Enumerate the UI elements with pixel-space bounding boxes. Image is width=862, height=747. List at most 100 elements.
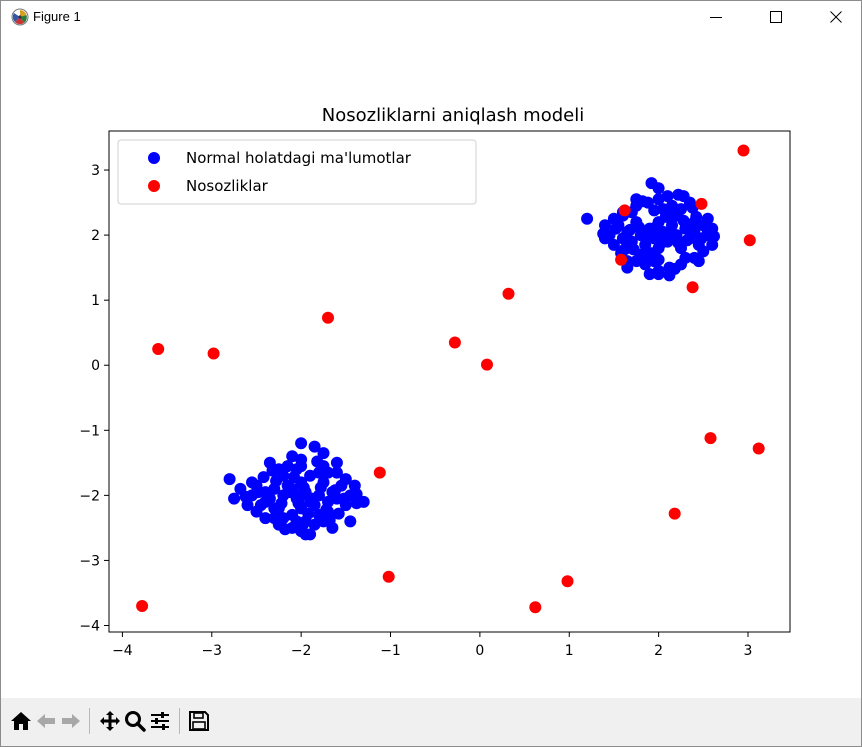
normal-point-139 <box>643 268 656 281</box>
anomaly-point-19 <box>615 253 628 266</box>
close-button[interactable] <box>813 1 859 33</box>
legend-label-normal: Normal holatdagi ma'lumotlar <box>186 149 412 167</box>
anomaly-point-12 <box>704 432 717 445</box>
normal-point-40 <box>330 466 343 479</box>
save-icon <box>189 711 209 731</box>
normal-point-182 <box>672 236 685 249</box>
normal-point-87 <box>275 497 288 510</box>
anomaly-point-14 <box>686 281 699 294</box>
forward-button[interactable] <box>59 708 83 734</box>
y-tick-label: −3 <box>79 553 100 569</box>
anomaly-point-2 <box>322 311 334 324</box>
normal-point-82 <box>286 521 299 534</box>
maximize-button[interactable] <box>753 1 799 33</box>
x-tick-label: 1 <box>565 643 574 659</box>
y-tick-label: −4 <box>79 618 100 634</box>
normal-point-47 <box>250 505 263 518</box>
x-tick-label: −4 <box>112 643 133 659</box>
normal-point-69 <box>277 512 290 525</box>
normal-point-150 <box>677 214 690 227</box>
y-tick-label: 1 <box>91 293 100 309</box>
normal-point-67 <box>295 437 308 450</box>
anomaly-point-6 <box>373 466 386 479</box>
normal-point-68 <box>299 528 312 541</box>
normal-point-63 <box>288 471 300 484</box>
normal-point-94 <box>330 456 343 469</box>
x-tick-label: 3 <box>744 643 753 659</box>
normal-point-84 <box>261 494 274 507</box>
normal-point-163 <box>692 255 705 268</box>
anomaly-point-18 <box>618 204 631 217</box>
home-icon <box>11 712 31 730</box>
normal-point-128 <box>675 203 687 216</box>
normal-point-52 <box>305 492 318 505</box>
anomaly-point-5 <box>502 287 515 300</box>
configure-subplots-button[interactable] <box>148 708 172 734</box>
y-tick-label: 0 <box>91 358 100 374</box>
normal-point-85 <box>295 489 308 502</box>
normal-point-168 <box>672 188 685 201</box>
normal-point-174 <box>652 253 665 266</box>
y-tick-label: 3 <box>91 163 100 179</box>
normal-point-83 <box>329 484 342 497</box>
normal-point-80 <box>252 486 265 499</box>
normal-point-72 <box>344 515 357 528</box>
normal-point-146 <box>663 225 676 238</box>
normal-point-127 <box>607 238 620 251</box>
normal-point-186 <box>641 247 654 260</box>
maximize-icon <box>770 11 782 23</box>
anomaly-point-11 <box>668 507 681 520</box>
minimize-button[interactable] <box>693 1 739 33</box>
anomaly-point-15 <box>743 234 756 247</box>
normal-point-51 <box>284 486 297 499</box>
x-tick-label: −1 <box>380 643 401 659</box>
figure-canvas[interactable]: Nosozliklarni aniqlash modeli −4 −3 −2 −1 0 1… <box>1 33 861 698</box>
y-tick-label: −2 <box>79 488 100 504</box>
normal-point-39 <box>259 512 272 525</box>
anomaly-point-8 <box>136 600 149 612</box>
normal-point-90 <box>350 497 363 510</box>
normal-point-189 <box>701 225 714 238</box>
close-icon <box>830 11 842 23</box>
legend-label-anomaly: Nosozliklar <box>186 177 269 195</box>
normal-point-158 <box>659 210 672 223</box>
normal-point-164 <box>701 212 714 225</box>
normal-point-57 <box>257 471 270 484</box>
normal-point-55 <box>270 475 283 487</box>
normal-point-58 <box>332 507 345 520</box>
home-button[interactable] <box>9 708 33 734</box>
zoom-button[interactable] <box>123 708 147 734</box>
normal-point-165 <box>652 182 665 195</box>
forward-icon <box>62 714 80 728</box>
toolbar-separator <box>89 708 90 734</box>
title-bar[interactable]: Figure 1 <box>1 1 861 33</box>
normal-point-70 <box>313 466 325 479</box>
normal-point-151 <box>627 243 640 256</box>
normal-point-187 <box>652 268 665 281</box>
x-tick-label: −3 <box>201 643 222 659</box>
anomaly-point-1 <box>207 347 220 360</box>
normal-point-181 <box>633 221 645 234</box>
normal-point-176 <box>624 223 636 236</box>
normal-point-117 <box>616 232 629 245</box>
save-button[interactable] <box>187 708 211 734</box>
legend-box <box>117 139 477 205</box>
x-tick-label: −2 <box>291 643 312 659</box>
back-button[interactable] <box>34 708 58 734</box>
pan-button[interactable] <box>98 708 122 734</box>
normal-point-62 <box>311 455 324 468</box>
legend-marker-normal <box>148 152 160 164</box>
normal-point-166 <box>630 193 643 206</box>
normal-point-92 <box>295 460 308 473</box>
normal-point-64 <box>302 507 315 520</box>
window-title: Figure 1 <box>33 9 81 24</box>
normal-point-129 <box>630 255 643 268</box>
normal-point-142 <box>697 245 710 258</box>
normal-point-143 <box>607 212 620 225</box>
scatter-chart: Nosozliklarni aniqlash modeli −4 −3 −2 −1 0 1… <box>79 105 791 659</box>
normal-point-172 <box>609 222 622 235</box>
normal-point-171 <box>688 216 701 229</box>
anomaly-point-16 <box>737 144 750 157</box>
normal-point-88 <box>266 464 279 477</box>
